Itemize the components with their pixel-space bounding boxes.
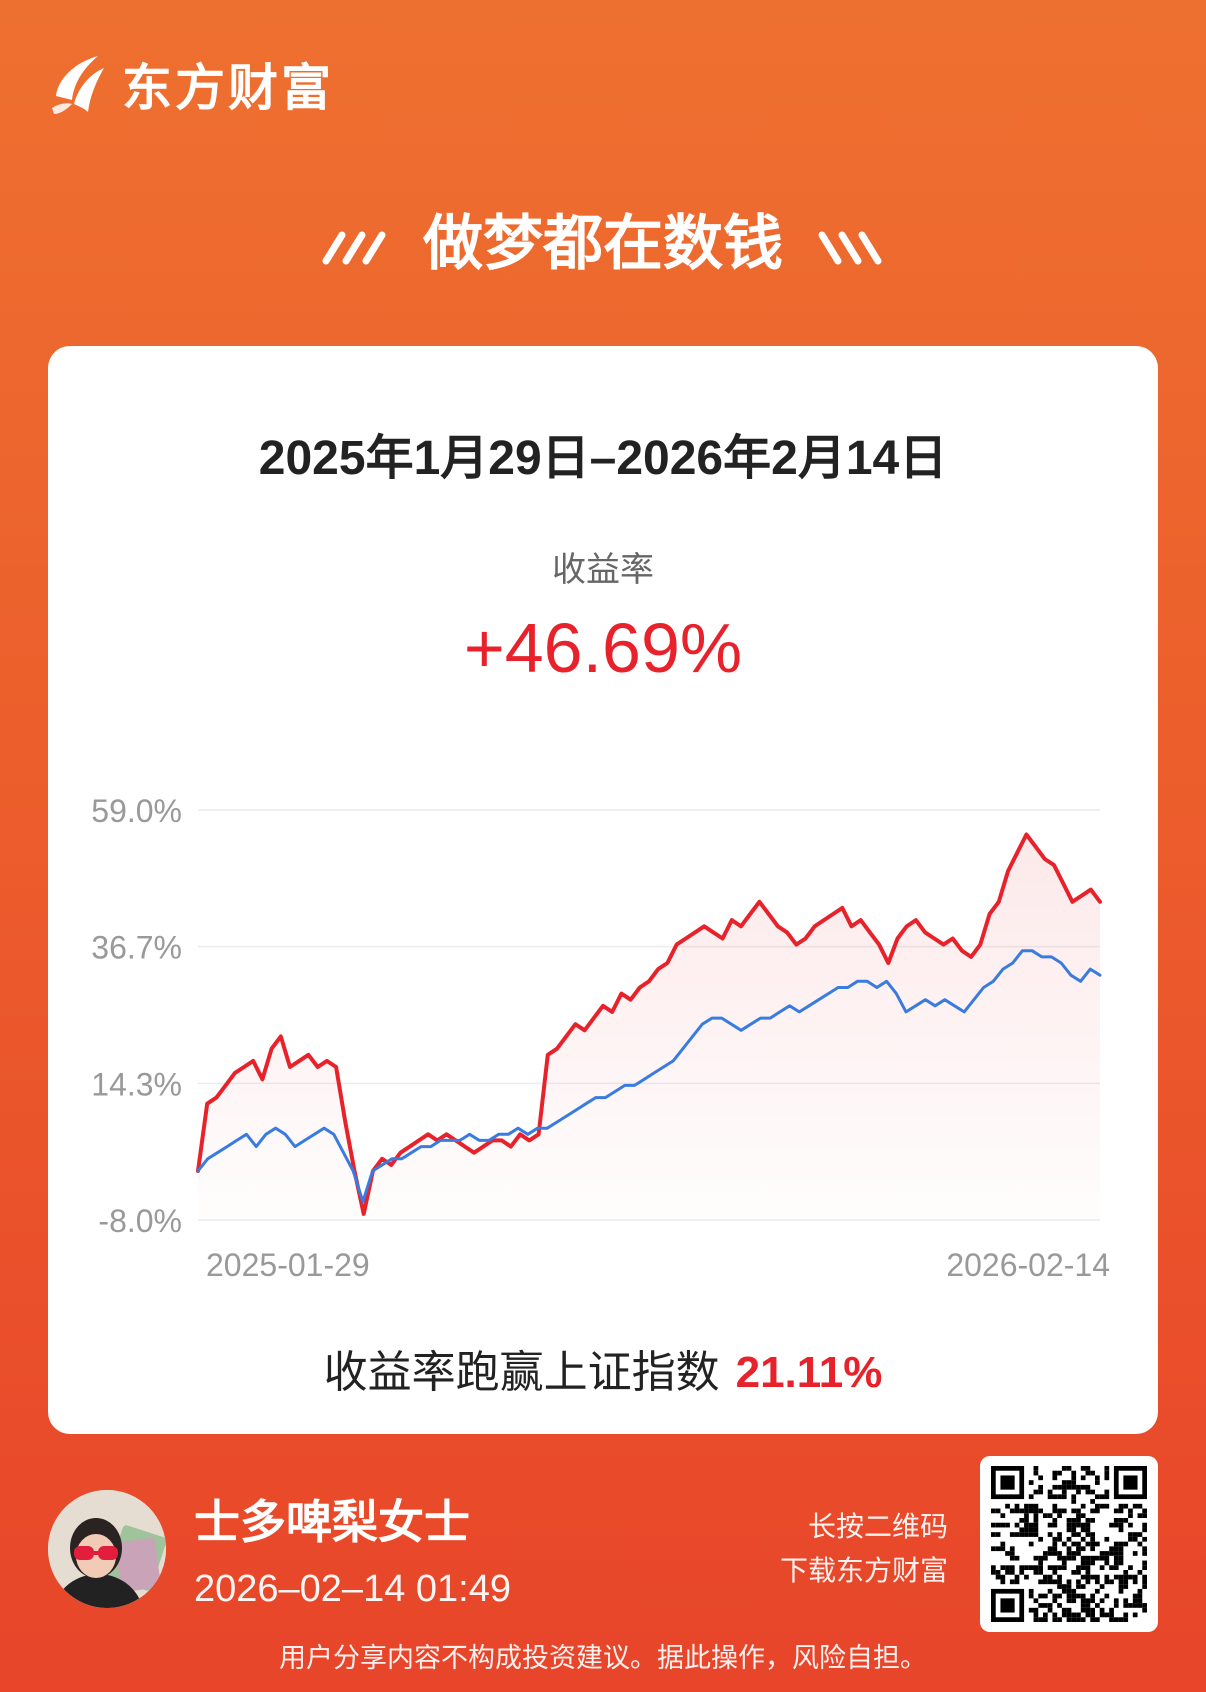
qr-hint: 长按二维码 下载东方财富 <box>780 1505 948 1593</box>
y-tick-label: -8.0% <box>98 1203 182 1239</box>
comparison-value: 21.11% <box>735 1348 883 1397</box>
brand-name: 东方财富 <box>122 59 334 117</box>
slashes-left-icon <box>322 231 386 265</box>
return-card: 2025年1月29日–2026年2月14日 收益率 +46.69% 59.0% 3… <box>48 346 1158 1434</box>
x-tick-label: 2025-01-29 <box>206 1247 370 1283</box>
slashes-right-icon <box>818 231 882 265</box>
avatar[interactable] <box>48 1489 166 1608</box>
return-label: 收益率 <box>552 551 654 589</box>
share-timestamp: 2026–02–14 01:49 <box>194 1568 511 1610</box>
disclaimer: 用户分享内容不构成投资建议。据此操作，风险自担。 <box>279 1643 927 1673</box>
qr-code-icon <box>991 1466 1147 1622</box>
return-value: +46.69% <box>463 609 743 687</box>
slogan-text: 做梦都在数钱 <box>423 209 783 279</box>
qr-code[interactable] <box>980 1456 1158 1632</box>
user-block: 士多啤梨女士 2026–02–14 01:49 <box>48 1486 511 1611</box>
portfolio-return-line <box>196 832 1102 1216</box>
series-area <box>198 834 1100 1220</box>
comparison-label: 收益率跑赢上证指数 <box>323 1348 720 1397</box>
benchmark-index-line <box>196 949 1102 1204</box>
benchmark-comparison: 收益率跑赢上证指数 21.11% <box>48 1336 1158 1400</box>
y-tick-label: 36.7% <box>91 930 182 966</box>
eastmoney-logo-icon <box>52 56 104 114</box>
y-tick-label: 59.0% <box>91 793 182 829</box>
qr-hint-line1: 长按二维码 <box>807 1511 948 1542</box>
slogan-banner: 做梦都在数钱 <box>0 195 1206 282</box>
x-tick-label: 2026-02-14 <box>946 1247 1110 1283</box>
qr-hint-line2: 下载东方财富 <box>779 1555 948 1586</box>
return-chart: 59.0% 36.7% 14.3% -8.0% 2025-01-29 2026-02-14 <box>91 793 1110 1283</box>
brand-logo: 东方财富 <box>48 48 334 120</box>
girl-with-sunglasses-avatar-icon <box>48 1489 166 1608</box>
username: 士多啤梨女士 <box>194 1495 470 1549</box>
y-tick-label: 14.3% <box>91 1066 182 1102</box>
period-range: 2025年1月29日–2026年2月14日 <box>258 432 948 485</box>
